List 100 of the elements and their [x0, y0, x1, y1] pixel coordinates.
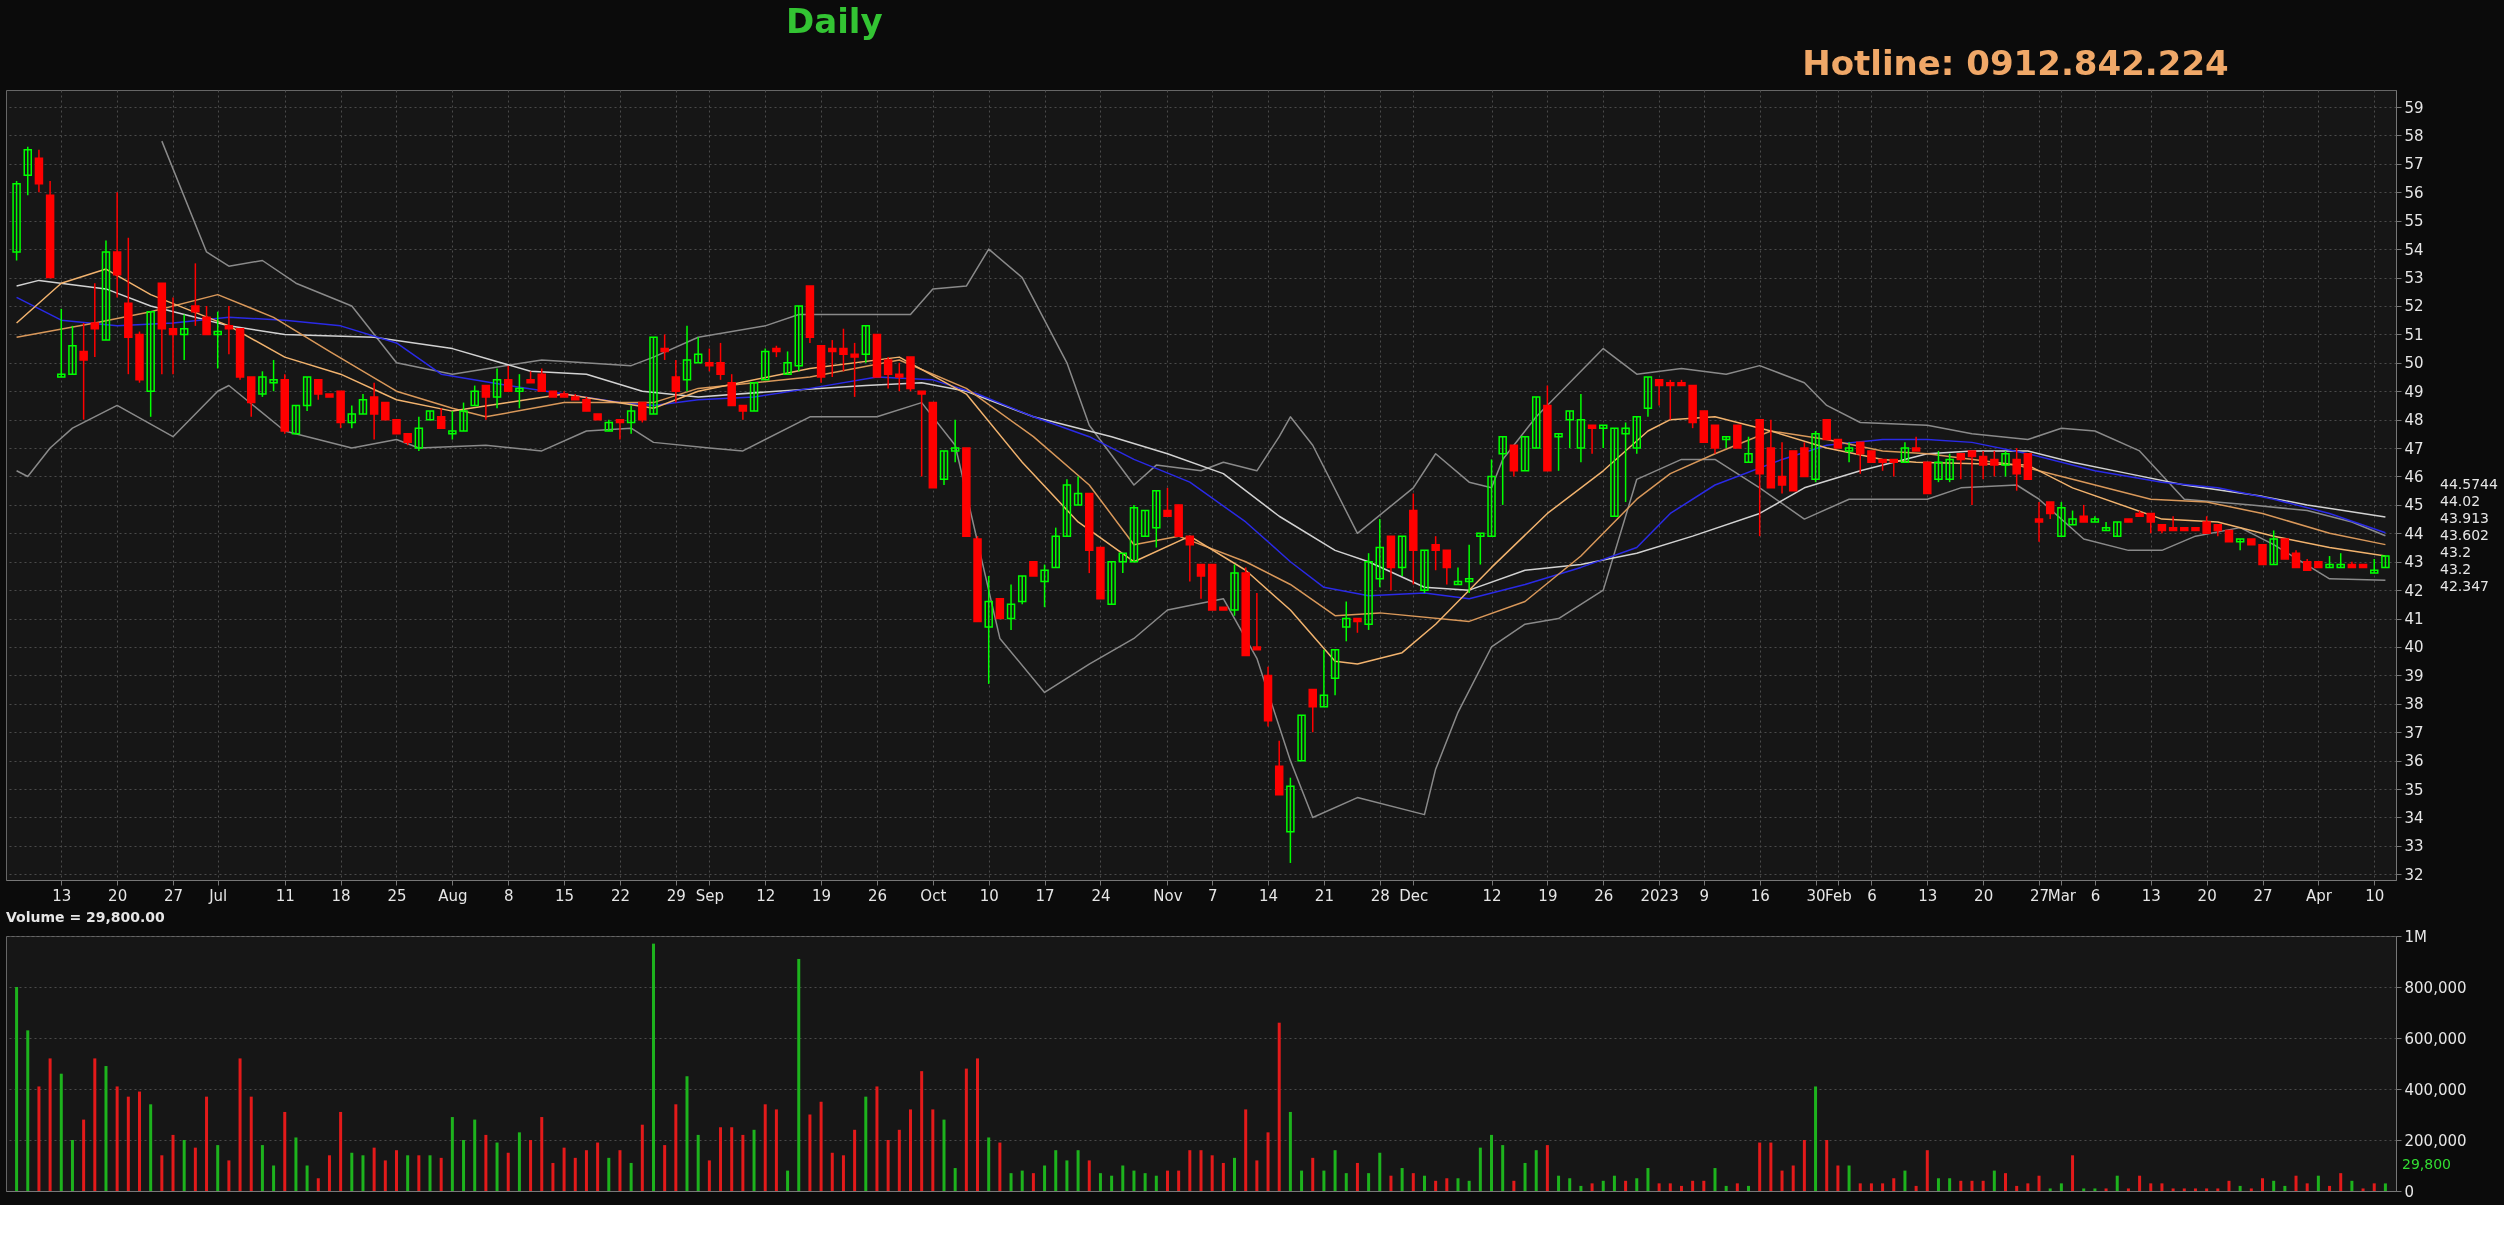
bar: [216, 1145, 220, 1191]
candlestick: [1632, 416, 1642, 455]
x-tick-label: 26: [1594, 886, 1614, 905]
bar: [976, 1058, 980, 1191]
candlestick: [1140, 509, 1150, 537]
text: 43.2: [2440, 544, 2472, 560]
candlestick: [1967, 450, 1977, 506]
bar: [853, 1129, 857, 1191]
bar: [182, 1140, 186, 1191]
bar: [283, 1111, 287, 1191]
x-tick-label: 19: [812, 886, 832, 905]
candlestick: [2146, 512, 2156, 535]
candlestick: [448, 410, 457, 441]
y-tick-label: 40: [2404, 638, 2424, 657]
bar: [1892, 1178, 1896, 1191]
candlestick: [671, 359, 681, 404]
bar: [2350, 1180, 2354, 1191]
bar: [2126, 1188, 2130, 1191]
x-tick-label: 28: [1370, 886, 1390, 905]
bar: [763, 1104, 767, 1191]
bar: [2071, 1155, 2075, 1191]
bar: [1132, 1170, 1136, 1191]
text: 44.02: [2440, 493, 2481, 509]
bar: [1679, 1185, 1683, 1191]
candlestick: [1286, 776, 1295, 864]
candlestick: [839, 327, 848, 373]
bar: [707, 1160, 711, 1191]
candlestick: [716, 342, 725, 381]
bar: [953, 1168, 957, 1191]
x-tick-label: 19: [1538, 886, 1558, 905]
bar: [1724, 1185, 1728, 1191]
bar: [551, 1162, 555, 1191]
bar: [1836, 1165, 1840, 1191]
bar: [2182, 1188, 2186, 1191]
bar: [1300, 1170, 1304, 1191]
bar: [1557, 1175, 1561, 1191]
bar: [897, 1129, 901, 1191]
candlestick: [1654, 379, 1664, 407]
bar: [1467, 1180, 1471, 1191]
bar: [2149, 1183, 2153, 1191]
candlestick: [984, 575, 993, 685]
x-tick-label: 22: [610, 886, 631, 905]
candlestick: [1822, 418, 1831, 441]
bar: [1568, 1178, 1572, 1191]
bar: [1992, 1170, 1996, 1191]
candlestick: [1599, 424, 1608, 449]
bar: [383, 1160, 387, 1191]
bar: [260, 1145, 264, 1191]
candlestick: [1721, 435, 1731, 449]
candlestick: [23, 146, 33, 196]
bar: [2171, 1188, 2175, 1191]
candlestick: [213, 310, 222, 370]
candlestick: [1051, 526, 1060, 569]
bar: [205, 1096, 209, 1191]
bar: [618, 1150, 622, 1191]
candlestick: [1040, 563, 1049, 608]
candlestick: [1587, 424, 1597, 455]
bar: [1009, 1173, 1013, 1191]
bar: [2115, 1175, 2119, 1191]
chart-title: Daily: [786, 1, 883, 41]
bar: [1948, 1178, 1952, 1191]
candlestick: [2280, 538, 2290, 560]
candlestick: [112, 191, 122, 299]
bar: [1501, 1145, 1505, 1191]
bar: [1288, 1111, 1292, 1191]
bar: [1858, 1183, 1862, 1191]
bar: [786, 1170, 790, 1191]
candlestick: [1889, 458, 1899, 478]
bar: [1657, 1183, 1661, 1191]
bar: [1780, 1170, 1784, 1191]
candlestick: [1911, 435, 1921, 452]
y-tick-label: 43: [2404, 553, 2424, 572]
bar: [964, 1068, 968, 1191]
bar: [249, 1096, 253, 1191]
x-tick-label: Nov: [1153, 886, 1183, 905]
x-tick-label: 10: [979, 886, 999, 905]
bar: [1277, 1022, 1281, 1191]
bar: [1244, 1109, 1248, 1191]
bar: [1255, 1160, 1259, 1191]
candlestick: [1498, 435, 1507, 506]
candlestick: [783, 350, 792, 375]
candlestick: [90, 282, 100, 358]
bar: [2294, 1175, 2298, 1191]
x-tick-label: Dec: [1399, 886, 1429, 905]
candlestick: [2258, 543, 2267, 566]
candlestick: [369, 381, 379, 441]
bar: [1333, 1150, 1337, 1191]
bar: [1221, 1162, 1225, 1191]
bar: [1411, 1173, 1415, 1191]
x-tick-label: 17: [1035, 886, 1055, 905]
bar: [1903, 1170, 1907, 1191]
bar: [998, 1142, 1002, 1191]
bar: [2361, 1188, 2365, 1191]
bar: [1691, 1180, 1695, 1191]
x-tick-label: 26: [867, 886, 888, 905]
candlestick: [749, 381, 759, 412]
y-tick-label: 57: [2404, 155, 2424, 174]
x-tick-label: 27: [2253, 886, 2273, 905]
bar: [2205, 1188, 2209, 1191]
candlestick: [1297, 714, 1306, 762]
